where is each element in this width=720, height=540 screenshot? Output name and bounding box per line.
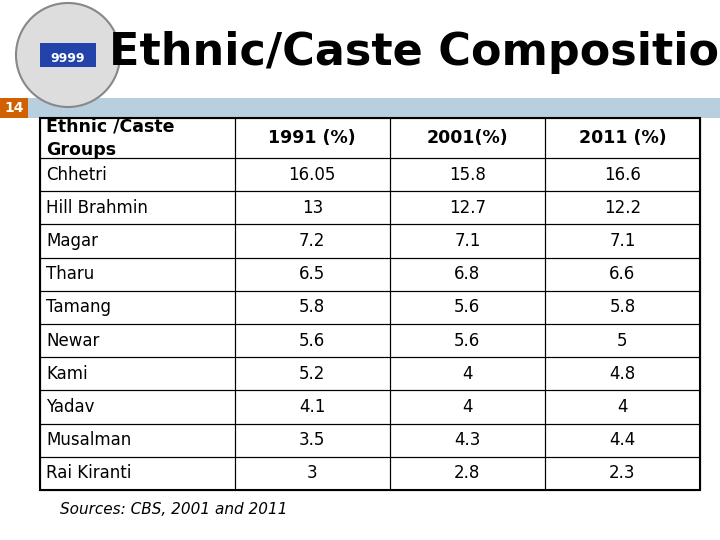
Text: Yadav: Yadav	[46, 398, 94, 416]
Text: 7.1: 7.1	[609, 232, 636, 250]
Text: 5: 5	[617, 332, 628, 349]
Text: 2.8: 2.8	[454, 464, 480, 482]
Text: 15.8: 15.8	[449, 166, 486, 184]
Text: Hill Brahmin: Hill Brahmin	[46, 199, 148, 217]
Text: Rai Kiranti: Rai Kiranti	[46, 464, 131, 482]
Text: Tamang: Tamang	[46, 299, 111, 316]
Text: 5.6: 5.6	[454, 299, 480, 316]
Text: 4.8: 4.8	[609, 365, 636, 383]
Text: Tharu: Tharu	[46, 265, 94, 283]
Text: 4: 4	[617, 398, 628, 416]
Text: 6.5: 6.5	[299, 265, 325, 283]
Text: 6.6: 6.6	[609, 265, 636, 283]
Circle shape	[16, 3, 120, 107]
Text: 3.5: 3.5	[299, 431, 325, 449]
Text: 4: 4	[462, 398, 472, 416]
Text: 9999: 9999	[50, 51, 85, 64]
Text: 2.3: 2.3	[609, 464, 636, 482]
Text: Newar: Newar	[46, 332, 99, 349]
Text: 5.6: 5.6	[299, 332, 325, 349]
Text: 4.1: 4.1	[299, 398, 325, 416]
Text: 5.6: 5.6	[454, 332, 480, 349]
Text: 1991 (%): 1991 (%)	[269, 129, 356, 147]
Text: 16.6: 16.6	[604, 166, 641, 184]
Text: 3: 3	[307, 464, 318, 482]
FancyBboxPatch shape	[40, 43, 96, 67]
Text: 4.3: 4.3	[454, 431, 480, 449]
Text: 12.2: 12.2	[604, 199, 641, 217]
Text: 6.8: 6.8	[454, 265, 480, 283]
Text: 12.7: 12.7	[449, 199, 486, 217]
Text: Musalman: Musalman	[46, 431, 131, 449]
Text: 7.1: 7.1	[454, 232, 480, 250]
Text: Kami: Kami	[46, 365, 88, 383]
FancyBboxPatch shape	[0, 98, 28, 118]
Text: Ethnic/Caste Composition: Ethnic/Caste Composition	[109, 30, 720, 73]
FancyBboxPatch shape	[0, 98, 720, 118]
Text: Sources: CBS, 2001 and 2011: Sources: CBS, 2001 and 2011	[60, 503, 287, 517]
Text: 5.8: 5.8	[299, 299, 325, 316]
Text: Ethnic /Caste
Groups: Ethnic /Caste Groups	[46, 117, 174, 159]
Text: 4.4: 4.4	[609, 431, 636, 449]
Text: 5.2: 5.2	[299, 365, 325, 383]
Text: 2001(%): 2001(%)	[426, 129, 508, 147]
Text: 16.05: 16.05	[289, 166, 336, 184]
Text: 7.2: 7.2	[299, 232, 325, 250]
Text: Magar: Magar	[46, 232, 98, 250]
Text: 2011 (%): 2011 (%)	[579, 129, 666, 147]
Text: 13: 13	[302, 199, 323, 217]
Text: 14: 14	[4, 101, 24, 115]
Text: 5.8: 5.8	[609, 299, 636, 316]
Text: 4: 4	[462, 365, 472, 383]
Text: Chhetri: Chhetri	[46, 166, 107, 184]
